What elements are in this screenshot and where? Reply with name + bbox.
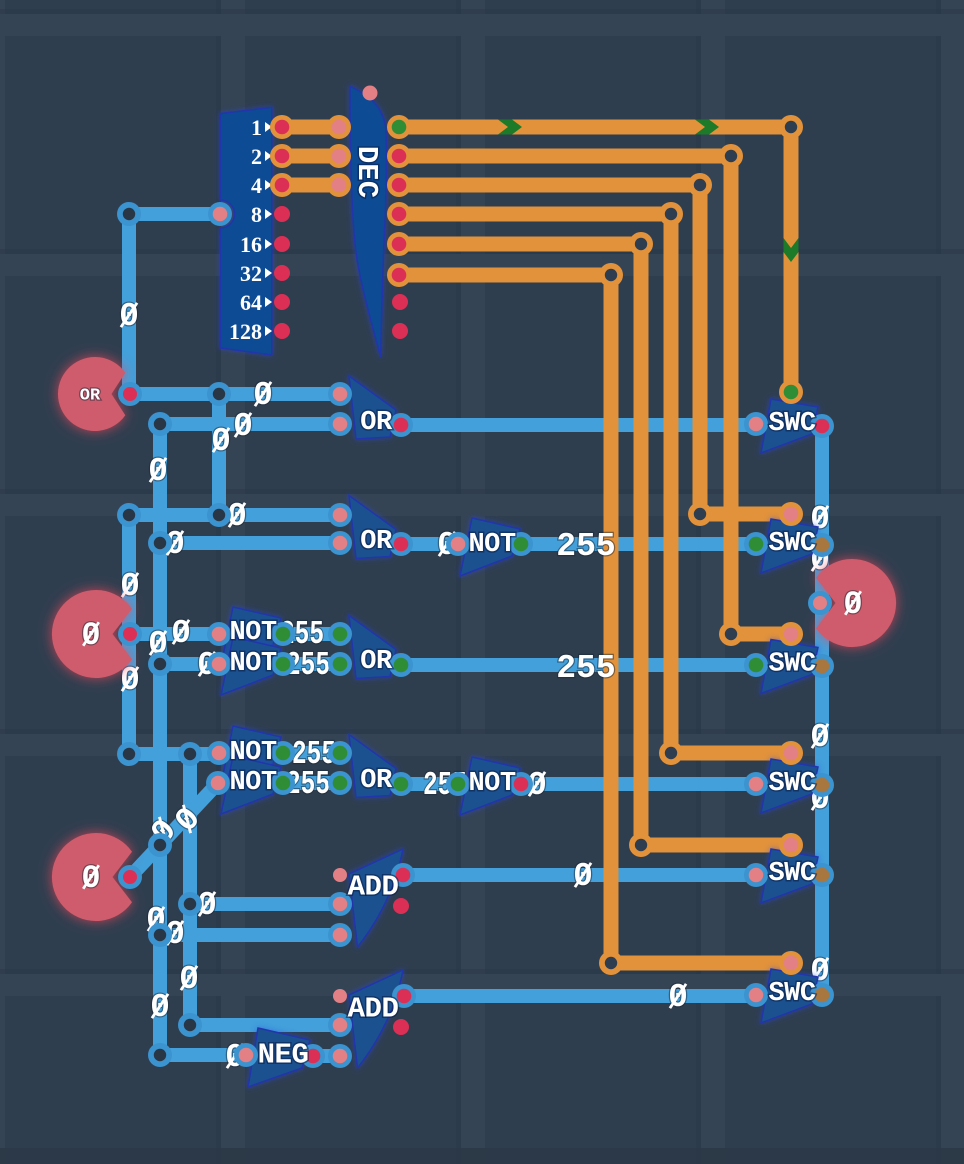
svg-text:64: 64 (240, 290, 262, 315)
svg-text:4: 4 (251, 173, 262, 198)
svg-text:NEG: NEG (258, 1039, 309, 1072)
svg-text:255: 255 (292, 736, 336, 773)
svg-text:255: 255 (286, 766, 330, 803)
svg-text:32: 32 (240, 261, 262, 286)
svg-text:OR: OR (360, 766, 393, 796)
svg-text:OR: OR (80, 386, 101, 405)
svg-text:SWC: SWC (768, 409, 815, 439)
svg-text:OR: OR (360, 647, 393, 677)
svg-text:SWC: SWC (768, 649, 815, 679)
svg-text:NOT: NOT (229, 738, 276, 768)
svg-text:2: 2 (251, 144, 262, 169)
svg-text:ADD: ADD (348, 993, 399, 1026)
svg-text:255: 255 (286, 647, 330, 684)
svg-text:ADD: ADD (348, 871, 399, 904)
svg-text:SWC: SWC (768, 529, 815, 559)
svg-text:255: 255 (556, 528, 615, 565)
svg-text:OR: OR (360, 527, 393, 557)
svg-text:OR: OR (360, 408, 393, 438)
svg-text:NOT: NOT (229, 618, 276, 648)
svg-text:NOT: NOT (229, 649, 276, 679)
svg-text:1: 1 (251, 115, 262, 140)
svg-text:NOT: NOT (468, 530, 515, 560)
svg-text:SWC: SWC (768, 769, 815, 799)
svg-text:NOT: NOT (468, 769, 515, 799)
svg-text:SWC: SWC (768, 859, 815, 889)
svg-text:DEC: DEC (350, 146, 383, 198)
svg-text:SWC: SWC (768, 979, 815, 1009)
svg-text:128: 128 (229, 319, 262, 344)
svg-text:NOT: NOT (229, 768, 276, 798)
svg-text:16: 16 (240, 232, 262, 257)
svg-text:255: 255 (556, 650, 615, 687)
svg-text:8: 8 (251, 202, 262, 227)
